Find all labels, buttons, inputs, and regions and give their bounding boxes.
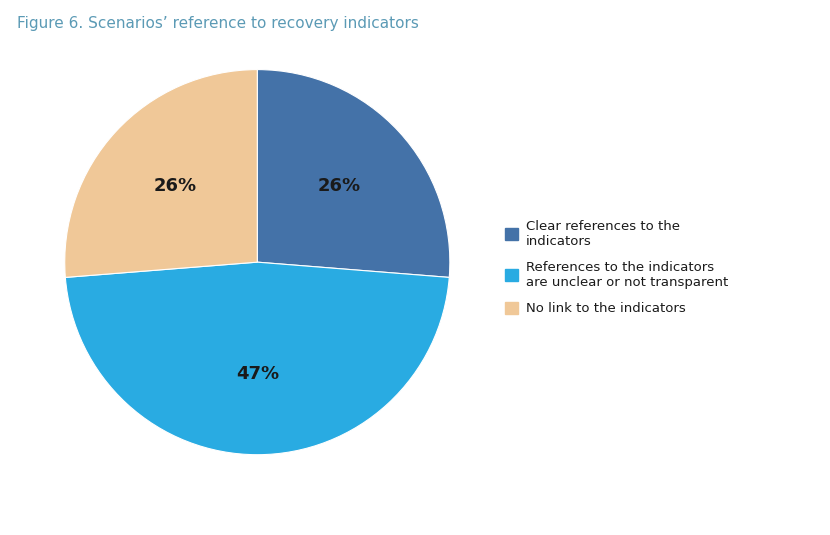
Legend: Clear references to the
indicators, References to the indicators
are unclear or : Clear references to the indicators, Refe… (505, 219, 728, 316)
Wedge shape (66, 262, 449, 455)
Wedge shape (65, 70, 257, 278)
Text: 26%: 26% (318, 178, 361, 195)
Text: 26%: 26% (154, 178, 197, 195)
Wedge shape (257, 70, 450, 278)
Text: Figure 6. Scenarios’ reference to recovery indicators: Figure 6. Scenarios’ reference to recove… (17, 16, 418, 31)
Text: 47%: 47% (236, 365, 279, 383)
